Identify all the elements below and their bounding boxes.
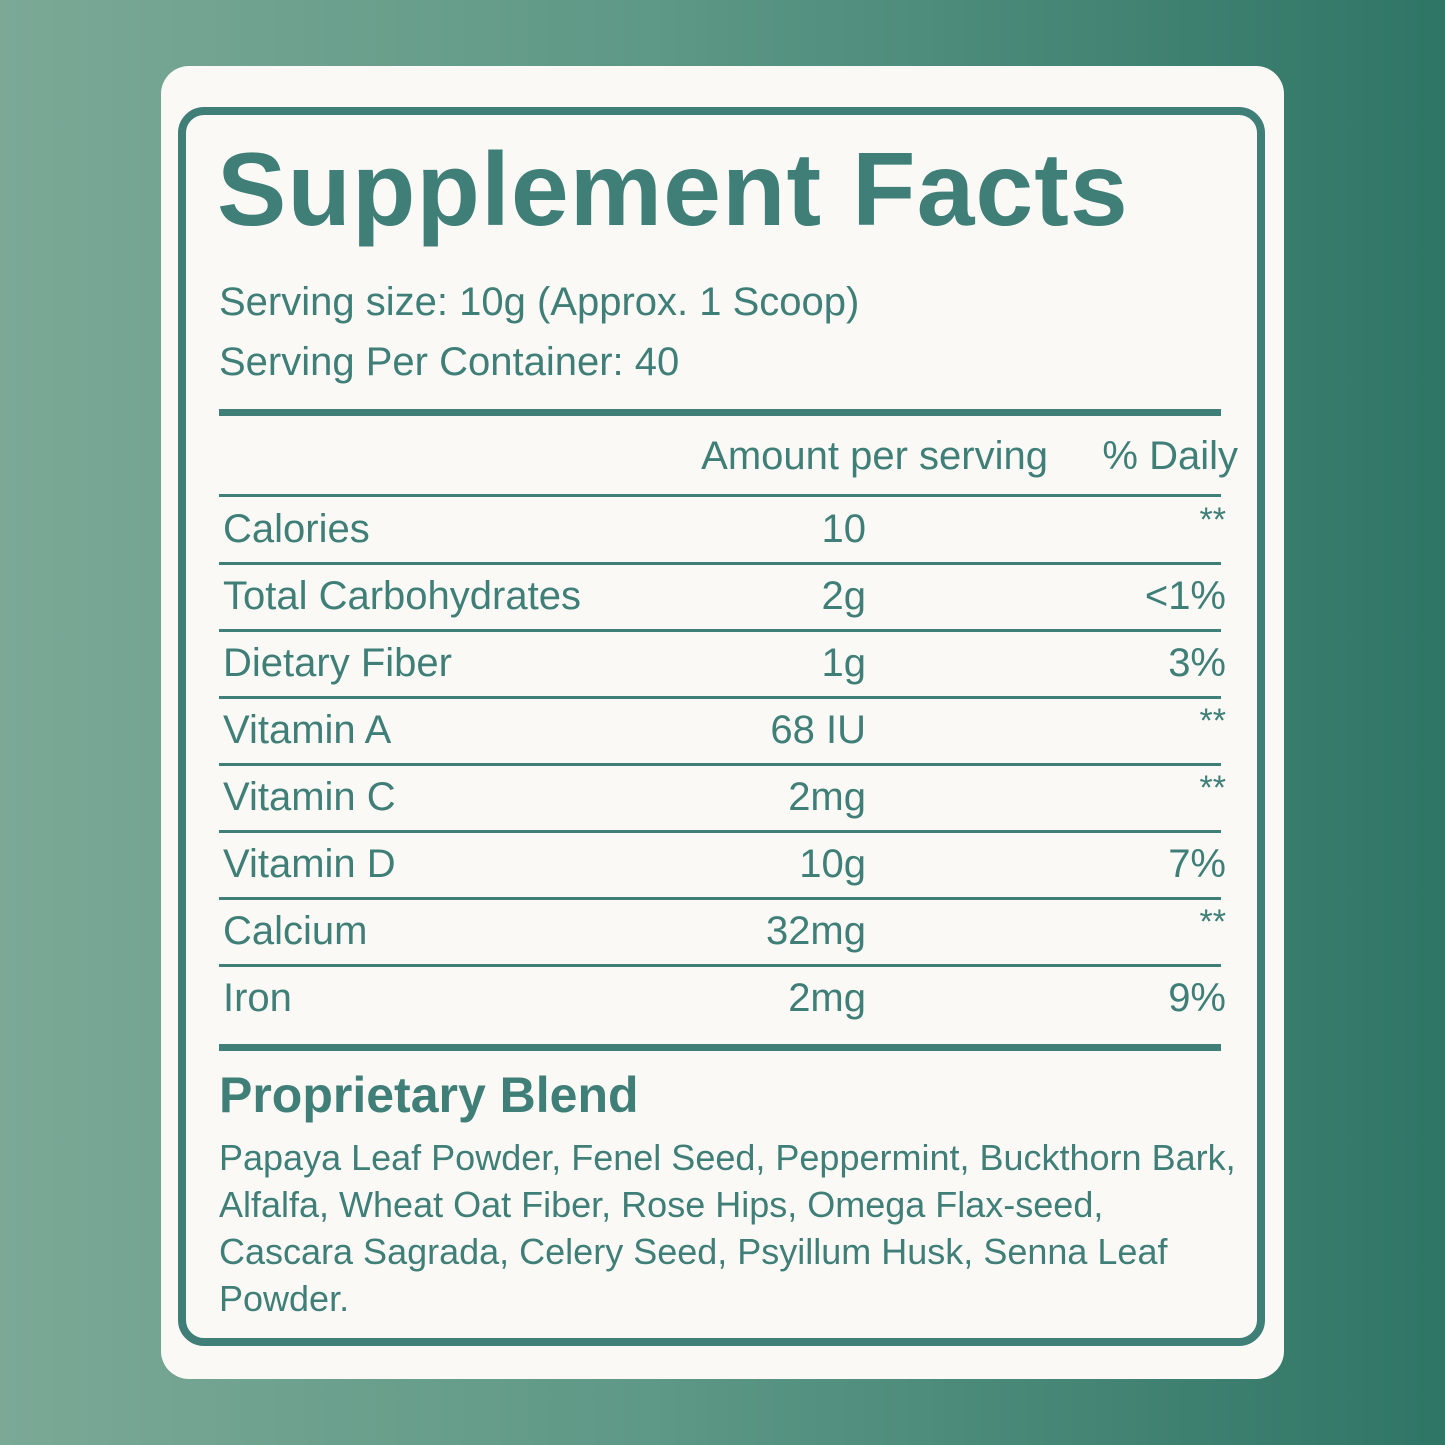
row-divider	[219, 562, 1221, 565]
nutrient-row: Total Carbohydrates 2g <1%	[161, 564, 1284, 630]
nutrient-amount: 2mg	[788, 775, 866, 819]
nutrient-row: Vitamin A 68 IU **	[161, 698, 1284, 764]
supplement-facts-card: Supplement Facts Serving size: 10g (Appr…	[161, 66, 1284, 1379]
nutrient-amount: 10	[821, 507, 867, 551]
proprietary-blend-title: Proprietary Blend	[219, 1067, 639, 1123]
nutrient-name: Total Carbohydrates	[223, 574, 581, 618]
nutrient-daily-value: **	[1199, 769, 1226, 807]
nutrient-row: Dietary Fiber 1g 3%	[161, 631, 1284, 697]
nutrient-name: Calories	[223, 507, 370, 551]
label-border-frame	[178, 107, 1265, 1346]
serving-size-text: Serving size: 10g (Approx. 1 Scoop)	[219, 280, 860, 324]
nutrient-daily-value: **	[1199, 501, 1226, 539]
nutrient-row: Vitamin C 2mg **	[161, 765, 1284, 831]
daily-value-column-header: % Daily	[1102, 434, 1238, 478]
row-divider	[219, 696, 1221, 699]
nutrient-amount: 1g	[821, 641, 867, 685]
nutrient-amount: 2mg	[788, 976, 866, 1020]
nutrient-daily-value: 3%	[1168, 641, 1226, 685]
row-divider	[219, 964, 1221, 967]
nutrient-name: Dietary Fiber	[223, 641, 452, 685]
column-header-divider	[219, 494, 1221, 497]
nutrient-row: Calcium 32mg **	[161, 899, 1284, 965]
row-divider	[219, 629, 1221, 632]
table-bottom-divider	[219, 1044, 1221, 1051]
nutrient-row: Vitamin D 10g 7%	[161, 832, 1284, 898]
amount-column-header: Amount per serving	[701, 434, 1048, 478]
header-divider	[219, 409, 1221, 416]
nutrient-name: Calcium	[223, 909, 368, 953]
proprietary-blend-ingredients: Papaya Leaf Powder, Fenel Seed, Peppermi…	[219, 1137, 1236, 1319]
nutrient-row: Calories 10 **	[161, 497, 1284, 563]
nutrient-name: Vitamin C	[223, 775, 396, 819]
nutrient-daily-value: <1%	[1144, 574, 1226, 618]
nutrient-amount: 10g	[799, 842, 866, 886]
nutrient-amount: 32mg	[765, 909, 866, 953]
nutrient-amount: 2g	[821, 574, 867, 618]
nutrient-name: Vitamin A	[223, 708, 392, 752]
nutrient-daily-value: 7%	[1168, 842, 1226, 886]
nutrient-row: Iron 2mg 9%	[161, 966, 1284, 1032]
nutrient-name: Vitamin D	[223, 842, 396, 886]
nutrient-daily-value: 9%	[1168, 976, 1226, 1020]
nutrient-daily-value: **	[1199, 903, 1226, 941]
nutrient-amount: 68 IU	[770, 708, 866, 752]
nutrient-name: Iron	[223, 976, 292, 1020]
row-divider	[219, 763, 1221, 766]
label-title: Supplement Facts	[217, 132, 1129, 248]
row-divider	[219, 897, 1221, 900]
servings-per-container-text: Serving Per Container: 40	[219, 340, 680, 384]
nutrient-daily-value: **	[1199, 702, 1226, 740]
row-divider	[219, 830, 1221, 833]
